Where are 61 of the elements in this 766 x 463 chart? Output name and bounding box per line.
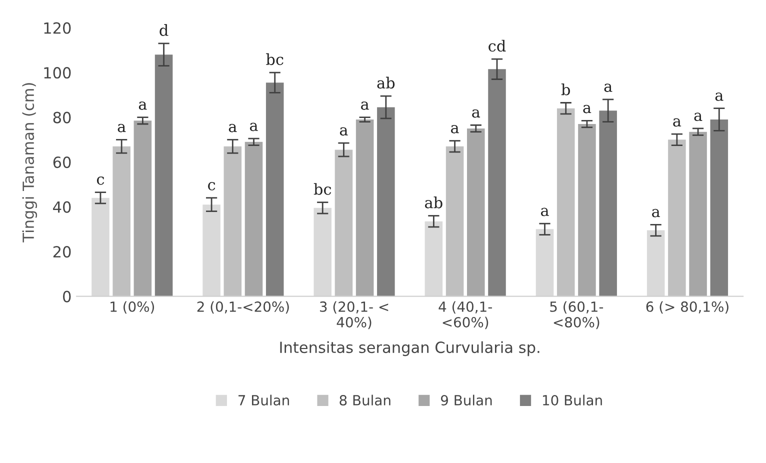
bar <box>689 132 707 296</box>
x-tick-label: 6 (> 80,1%) <box>646 301 728 314</box>
y-tick-label: 100 <box>44 67 71 79</box>
y-tick-label: 60 <box>53 156 71 168</box>
y-axis-title: Tinggi Tanaman (cm) <box>22 83 38 242</box>
bar <box>710 120 728 296</box>
bar <box>112 146 130 296</box>
data-label: a <box>604 84 612 92</box>
data-label: ab <box>425 196 442 208</box>
data-label: ab <box>377 76 395 89</box>
bar <box>266 82 284 296</box>
data-label: a <box>228 124 237 132</box>
bar <box>556 108 575 296</box>
data-label: a <box>340 127 348 136</box>
data-label: d <box>160 24 168 36</box>
bar <box>224 146 242 296</box>
bar <box>488 69 506 296</box>
data-label: a <box>673 118 682 127</box>
data-label: bc <box>266 53 284 66</box>
y-tick-label: 80 <box>53 112 71 124</box>
bar <box>668 140 686 296</box>
y-tick-label: 0 <box>63 290 71 302</box>
data-label: a <box>118 124 126 132</box>
legend-label: 7 Bulan <box>238 394 289 406</box>
data-label: a <box>715 92 724 101</box>
data-label: cd <box>488 40 506 52</box>
data-label: b <box>561 83 570 96</box>
bar <box>467 128 485 296</box>
data-label: a <box>451 124 459 134</box>
bar <box>154 54 173 296</box>
data-label: bc <box>314 183 332 195</box>
legend-label: 9 Bulan <box>440 394 492 406</box>
data-label: c <box>208 182 216 190</box>
data-label: a <box>652 208 660 218</box>
bar <box>334 150 353 296</box>
x-tick-label: 5 (60,1- <80%) <box>550 301 604 330</box>
data-label: a <box>540 208 549 216</box>
data-label: a <box>472 109 480 118</box>
y-tick-label: 40 <box>53 201 71 213</box>
x-tick-label: 2 (0,1-<20%) <box>197 301 289 314</box>
data-label: a <box>694 112 702 122</box>
bar <box>578 124 596 296</box>
bar <box>599 110 617 296</box>
bar <box>446 146 464 296</box>
data-label: a <box>250 122 258 132</box>
y-tick-label: 120 <box>44 22 71 34</box>
x-tick-label: 3 (20,1- < 40%) <box>320 301 388 330</box>
bar <box>356 120 374 296</box>
legend-label: 10 Bulan <box>543 394 602 406</box>
x-tick-label: 1 (0%) <box>110 301 154 314</box>
data-label: a <box>361 101 369 110</box>
data-label: a <box>138 101 147 110</box>
legend-label: 8 Bulan <box>340 394 390 406</box>
bar <box>244 142 263 296</box>
data-label: a <box>583 104 592 114</box>
bar <box>377 107 395 296</box>
data-label: c <box>96 176 104 185</box>
x-axis-title: Intensitas serangan Curvularia sp. <box>280 341 540 356</box>
y-tick-label: 20 <box>53 246 71 258</box>
bar <box>134 120 152 296</box>
x-tick-label: 4 (40,1- <60%) <box>438 301 492 330</box>
